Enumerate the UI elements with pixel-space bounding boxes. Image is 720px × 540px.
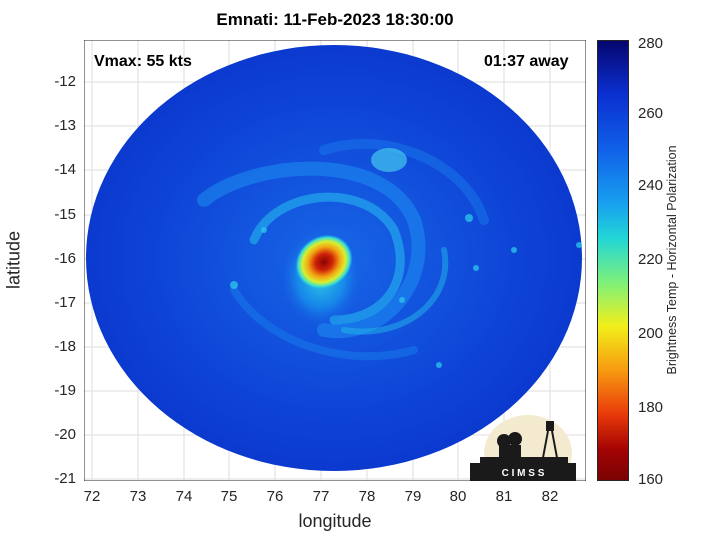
x-tick: 75 (220, 488, 238, 505)
y-tick: -13 (54, 117, 76, 134)
vmax-label: Vmax: 55 kts (94, 53, 192, 70)
plot-title: Emnati: 11-Feb-2023 18:30:00 (216, 10, 454, 29)
colorbar-tick: 180 (638, 399, 664, 416)
svg-text:C I M S S: C I M S S (502, 468, 545, 479)
x-tick: 77 (312, 488, 330, 505)
y-tick: -12 (54, 73, 76, 90)
y-tick: -16 (54, 250, 76, 267)
x-tick: 79 (404, 488, 422, 505)
colorbar (597, 40, 629, 481)
y-tick: -20 (54, 426, 76, 443)
x-tick: 80 (449, 488, 467, 505)
colorbar-tick: 160 (638, 471, 664, 488)
colorbar-tick: 200 (638, 325, 664, 342)
cimss-logo: C I M S S (470, 415, 576, 481)
x-tick: 74 (175, 488, 193, 505)
colorbar-tick: 220 (638, 251, 664, 268)
y-tick: -14 (54, 161, 76, 178)
rain-bands (197, 138, 489, 361)
colorbar-tick: 240 (638, 177, 664, 194)
colorbar-label: Brightness Temp - Horizontal Polarizatio… (665, 145, 679, 375)
colorbar-tick: 280 (638, 35, 664, 52)
x-tick: 73 (129, 488, 147, 505)
storm-eyewall (295, 234, 353, 290)
x-tick: 81 (495, 488, 513, 505)
y-tick: -19 (54, 382, 76, 399)
x-tick: 76 (266, 488, 284, 505)
colorbar-tick: 260 (638, 105, 664, 122)
y-tick: -18 (54, 338, 76, 355)
time-away-label: 01:37 away (484, 53, 569, 70)
x-axis-label: longitude (298, 511, 372, 531)
x-tick: 78 (358, 488, 376, 505)
y-tick: -15 (54, 206, 76, 223)
y-tick: -17 (54, 294, 76, 311)
x-tick: 72 (83, 488, 101, 505)
y-tick: -21 (54, 470, 76, 487)
x-tick: 82 (541, 488, 559, 505)
y-axis-label: latitude (3, 230, 24, 290)
